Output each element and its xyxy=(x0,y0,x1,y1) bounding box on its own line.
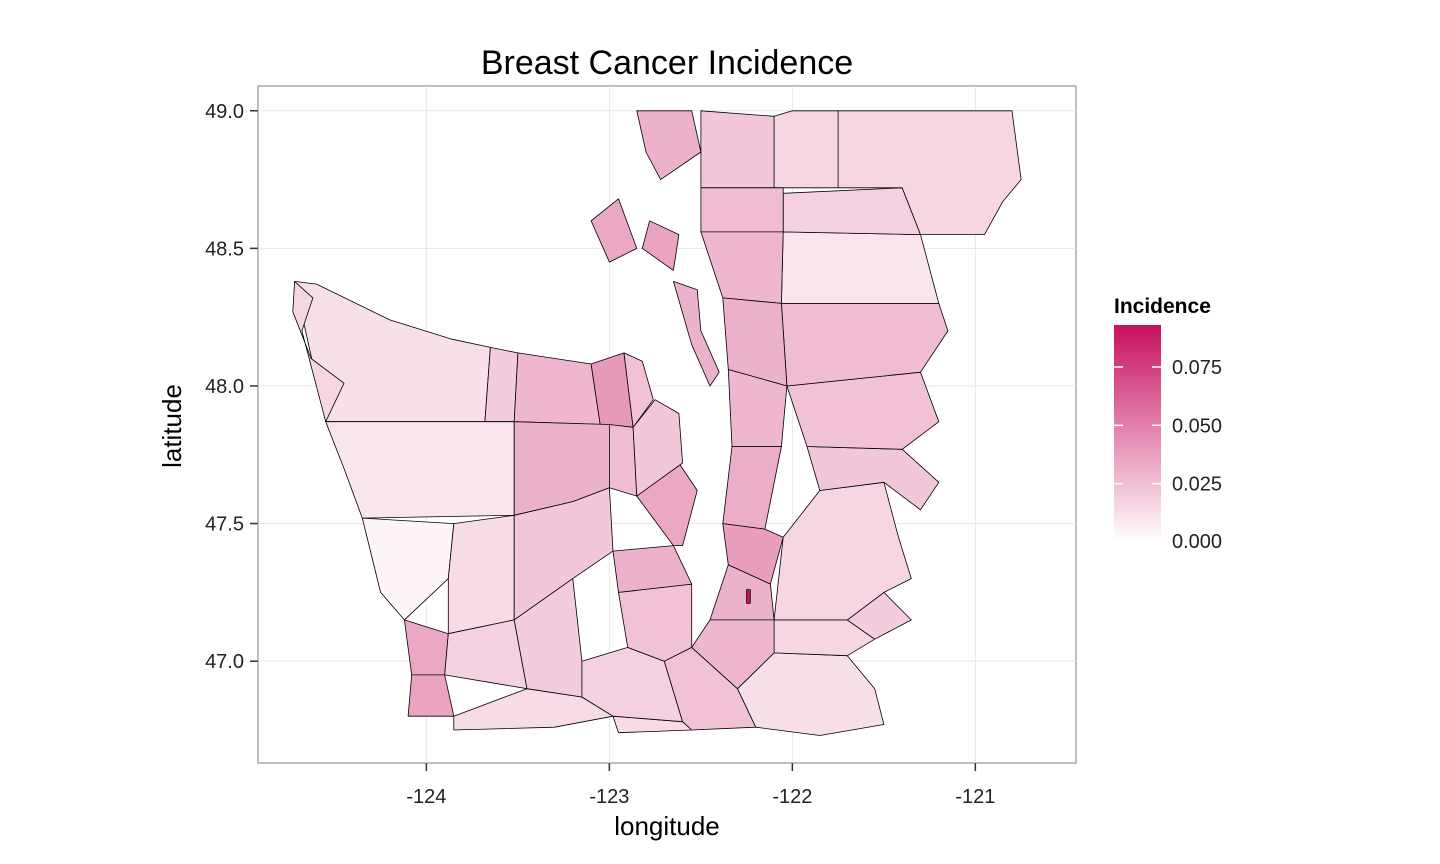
tract-region-16 xyxy=(513,578,583,698)
legend-colorbar xyxy=(1114,325,1161,542)
tract-region-1 xyxy=(292,281,345,423)
tract-region-41 xyxy=(612,545,693,593)
x-tick-label: -123 xyxy=(589,786,629,808)
tract-region-8 xyxy=(609,424,638,497)
legend-title: Incidence xyxy=(1114,295,1211,318)
tract-region-44 xyxy=(636,110,702,180)
y-tick-label: 47.5 xyxy=(205,514,244,536)
y-tick-label: 48.0 xyxy=(205,376,244,398)
legend-tick-label: 0.075 xyxy=(1172,357,1222,379)
census-tracts xyxy=(292,110,1022,736)
tract-region-29 xyxy=(837,110,1022,235)
legend-tick-label: 0.050 xyxy=(1172,415,1222,437)
plot-panel xyxy=(257,85,1077,764)
tract-region-43 xyxy=(632,399,683,497)
tract-region-32 xyxy=(700,187,784,233)
tract-region-9 xyxy=(361,517,455,621)
x-tick-label: -124 xyxy=(406,786,446,808)
x-axis-label: longitude xyxy=(614,811,720,841)
tract-region-39 xyxy=(691,619,775,690)
tract-region-46 xyxy=(641,220,680,271)
legend-ticks: 0.000 0.025 0.050 0.075 xyxy=(1114,357,1222,553)
color-legend: Incidence 0.000 0.025 0.050 0.075 xyxy=(1114,295,1222,553)
x-axis: -124 -123 -122 -121 xyxy=(406,763,995,808)
tract-region-45 xyxy=(590,198,638,263)
legend-tick-label: 0.000 xyxy=(1172,531,1222,553)
tract-region-2 xyxy=(484,347,519,423)
tract-region-30 xyxy=(773,110,839,189)
y-tick-label: 48.5 xyxy=(205,238,244,260)
chart-title: Breast Cancer Incidence xyxy=(481,44,853,82)
y-tick-label: 47.0 xyxy=(205,651,244,673)
tract-region-10 xyxy=(447,514,515,635)
tract-region-28 xyxy=(782,187,921,235)
y-axis: 47.0 47.5 48.0 48.5 49.0 xyxy=(205,101,258,673)
legend-tick-label: 0.025 xyxy=(1172,474,1222,496)
tract-region-47 xyxy=(673,281,720,387)
tract-region-31 xyxy=(700,110,775,189)
x-tick-label: -121 xyxy=(955,786,995,808)
y-tick-label: 49.0 xyxy=(205,101,244,123)
tract-region-3 xyxy=(513,352,601,425)
tract-region-6 xyxy=(325,421,515,519)
tract-region-5 xyxy=(623,352,654,428)
tract-region-48 xyxy=(746,589,751,604)
x-tick-label: -122 xyxy=(772,786,812,808)
y-axis-label: latitude xyxy=(157,384,187,468)
tract-region-27 xyxy=(781,231,940,304)
